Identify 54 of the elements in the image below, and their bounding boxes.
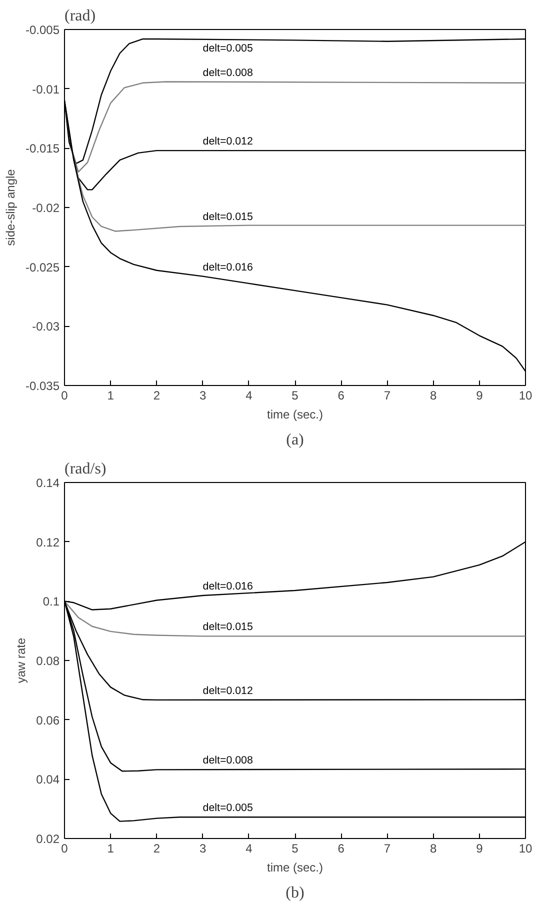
x-tick-label: 10 <box>518 388 532 402</box>
y-tick-label: 0.1 <box>42 594 60 609</box>
x-tick-label: 1 <box>107 842 114 856</box>
text: (b) <box>286 884 304 902</box>
y-tick-label: 0.02 <box>36 832 60 846</box>
series-label: delt=0.008 <box>202 754 253 767</box>
x-tick-label: 1 <box>107 388 114 402</box>
y-tick-label: -0.005 <box>25 23 60 37</box>
x-tick-label: 6 <box>338 842 345 856</box>
y-tick-label: 0.08 <box>36 654 60 668</box>
series-label: delt=0.005 <box>202 42 253 54</box>
x-tick-label: 7 <box>384 842 391 856</box>
series-label: delt=0.005 <box>202 802 253 814</box>
x-tick-label: 6 <box>338 388 345 402</box>
series-label: delt=0.015 <box>202 621 253 634</box>
x-tick-label: 5 <box>292 388 299 402</box>
y-tick-label: -0.025 <box>25 260 60 274</box>
x-tick-label: 4 <box>246 842 253 856</box>
y-tick-label: -0.02 <box>32 201 60 215</box>
x-tick-label: 0 <box>61 842 68 856</box>
x-axis-title: time (sec.) <box>267 860 324 874</box>
y-tick-label: 0.14 <box>36 476 60 490</box>
y-tick-label: -0.015 <box>25 142 60 156</box>
series-label: delt=0.016 <box>202 580 253 593</box>
x-tick-label: 4 <box>246 388 253 402</box>
series-label: delt=0.012 <box>202 684 253 697</box>
y-tick-label: -0.035 <box>25 379 60 393</box>
x-tick-label: 9 <box>476 388 484 402</box>
x-tick-label: 9 <box>476 842 484 856</box>
x-tick-label: 5 <box>292 842 299 856</box>
y-tick-label: -0.03 <box>32 320 60 334</box>
y-tick-label: 0.12 <box>36 535 60 550</box>
y-axis-title: side-slip angle <box>3 168 18 246</box>
x-tick-label: 8 <box>430 388 437 402</box>
chart-subtitle: (rad) <box>64 8 96 24</box>
x-tick-label: 10 <box>518 842 532 856</box>
x-tick-label: 3 <box>199 842 206 856</box>
series-label: delt=0.016 <box>202 261 253 274</box>
chart-subtitle: (rad/s) <box>64 460 106 478</box>
series-label: delt=0.012 <box>202 136 253 148</box>
x-tick-label: 2 <box>153 842 160 856</box>
y-tick-label: 0.04 <box>36 772 60 787</box>
x-tick-label: 7 <box>384 388 391 402</box>
y-tick-label: 0.06 <box>36 713 60 728</box>
x-axis-title: time (sec.) <box>267 408 324 422</box>
y-tick-label: -0.01 <box>32 82 60 96</box>
series-label: delt=0.015 <box>202 211 253 224</box>
x-tick-label: 8 <box>430 842 437 856</box>
x-tick-label: 2 <box>153 388 160 402</box>
x-tick-label: 0 <box>61 388 68 402</box>
text: (a) <box>286 432 304 448</box>
y-axis-title: yaw rate <box>14 638 28 684</box>
series-label: delt=0.008 <box>202 66 253 79</box>
x-tick-label: 3 <box>199 388 206 402</box>
